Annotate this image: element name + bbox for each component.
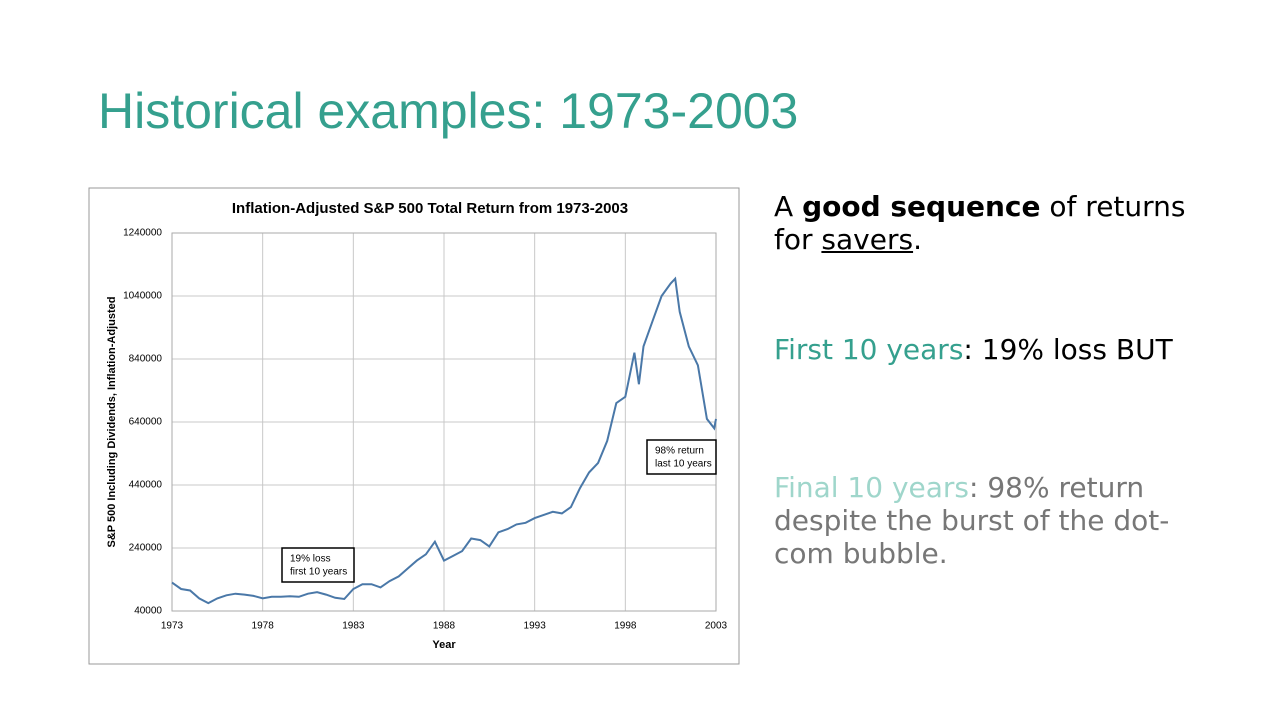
y-tick-label: 1240000: [123, 228, 162, 239]
line: [171, 276, 717, 605]
paragraph: First 10 years: 19% loss BUT: [774, 333, 1194, 366]
x-tick-label: 2003: [705, 621, 728, 632]
highlight-text: First 10 years: [774, 333, 964, 366]
y-tick-label: 240000: [129, 543, 163, 554]
y-tick-label: 640000: [129, 417, 163, 428]
y-tick-label: 840000: [129, 354, 163, 365]
text: : 19% loss BUT: [963, 333, 1173, 366]
annotation-text: first 10 years: [290, 567, 347, 578]
y-tick-label: 40000: [134, 606, 162, 617]
x-axis-label: Year: [432, 639, 456, 651]
annotation-box: [281, 547, 355, 583]
text: of returns for: [774, 190, 1186, 256]
y-axis-label: S&P 500 Including Dividends, Inflation-A…: [106, 297, 118, 548]
y-tick-label: 440000: [129, 480, 163, 491]
annotation-text: 98% return: [655, 446, 704, 457]
chart-frame: [88, 187, 740, 665]
paragraph: Final 10 years: 98% return despite the b…: [774, 471, 1194, 570]
x-tick-label: 1978: [252, 621, 275, 632]
chart-title: Inflation-Adjusted S&P 500 Total Return …: [232, 200, 628, 217]
x-tick-label: 1998: [614, 621, 637, 632]
highlight-text: Final 10 years: [774, 471, 970, 504]
annotation-box: [646, 439, 717, 475]
text: .: [913, 223, 922, 256]
x-tick-label: 1988: [433, 621, 456, 632]
y-tick-label: 1040000: [123, 291, 162, 302]
text: : 98% return despite the burst of the do…: [774, 471, 1170, 570]
annotation-text: 19% loss: [290, 554, 331, 565]
text: A: [774, 190, 803, 223]
x-tick-label: 1993: [524, 621, 547, 632]
x-tick-label: 1983: [342, 621, 365, 632]
underlined-text: savers: [821, 223, 914, 256]
slide-title: Historical examples: 1973-2003: [98, 83, 799, 139]
bold-text: good sequence: [802, 190, 1041, 223]
paragraph: A good sequence of returns for savers.: [774, 190, 1194, 256]
annotation-text: last 10 years: [655, 459, 712, 470]
x-tick-label: 1973: [161, 621, 184, 632]
